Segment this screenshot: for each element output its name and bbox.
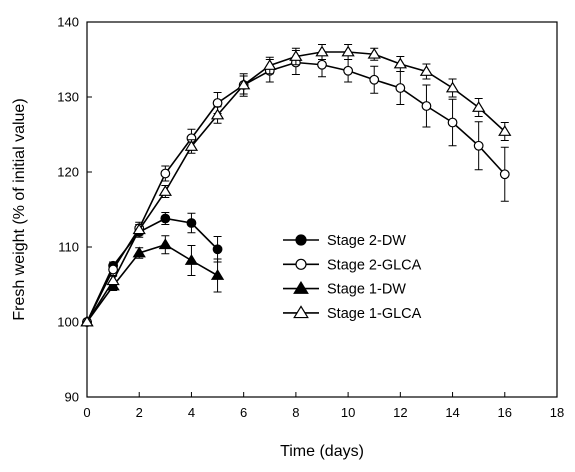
data-point <box>158 185 172 196</box>
data-point <box>445 81 460 93</box>
plot-frame <box>86 21 558 398</box>
legend-item-1: Stage 2-DW <box>283 233 406 249</box>
x-tick-label: 8 <box>292 405 299 420</box>
x-tick-label: 2 <box>136 405 143 420</box>
x-tick-label: 10 <box>341 405 355 420</box>
data-point <box>289 50 303 61</box>
x-tick-label: 4 <box>188 405 195 420</box>
series-3 <box>80 235 225 327</box>
x-tick-label: 0 <box>83 405 90 420</box>
data-point <box>210 108 225 120</box>
legend-item-4: Stage 1-GLCA <box>283 305 422 322</box>
data-point <box>472 101 486 112</box>
y-tick-label: 110 <box>58 240 79 255</box>
data-point <box>132 246 146 258</box>
data-point <box>393 57 407 69</box>
series-4 <box>80 44 512 327</box>
data-point <box>421 101 432 111</box>
data-point <box>160 168 171 179</box>
legend-label: Stage 2-GLCA <box>327 257 422 273</box>
legend: Stage 2-DW Stage 2-GLCA Stage 1-DW Stage 1-… <box>283 233 422 322</box>
data-point <box>106 274 120 286</box>
series-line <box>86 217 219 323</box>
data-point <box>210 269 225 280</box>
x-tick-label: 14 <box>445 405 459 420</box>
data-point <box>317 59 327 70</box>
data-point <box>419 65 434 76</box>
series-2 <box>82 50 510 327</box>
legend-marker <box>295 234 307 246</box>
x-tick-label: 6 <box>240 405 247 420</box>
y-axis-title: Fresh weight (% of initial value) <box>11 98 28 320</box>
y-tick-label: 130 <box>57 90 79 105</box>
data-point <box>498 125 512 136</box>
legend-marker <box>295 258 307 270</box>
data-point <box>80 315 94 327</box>
x-tick-label: 16 <box>498 405 512 420</box>
series-line <box>86 51 506 323</box>
y-tick-label: 120 <box>57 165 79 180</box>
legend-item-3: Stage 1-DW <box>283 280 406 298</box>
axes: 0 2 4 6 8 10 12 14 16 18 90 100 110 120 130 140 Time (da… <box>11 15 564 461</box>
y-tick-label: 90 <box>65 390 79 405</box>
data-point <box>132 223 146 235</box>
data-point <box>186 218 197 228</box>
data-point <box>160 213 171 224</box>
series-1 <box>82 212 223 327</box>
legend-label: Stage 1-GLCA <box>327 306 422 322</box>
legend-marker <box>293 280 309 294</box>
data-point <box>184 140 199 151</box>
x-tick-label: 12 <box>393 405 407 420</box>
data-point <box>395 83 406 93</box>
data-point <box>263 59 277 70</box>
series-line <box>86 61 506 323</box>
data-point <box>499 169 510 180</box>
legend-label: Stage 2-DW <box>327 233 406 249</box>
legend-item-2: Stage 2-GLCA <box>283 257 422 273</box>
data-point <box>315 45 329 57</box>
data-point <box>343 65 354 76</box>
data-point <box>237 78 251 90</box>
data-point <box>212 244 223 255</box>
x-axis-title: Time (days) <box>280 443 364 460</box>
data-point <box>158 238 172 250</box>
legend-label: Stage 1-DW <box>327 282 406 298</box>
data-point <box>108 264 119 275</box>
data-point <box>212 98 223 108</box>
data-point <box>369 74 380 85</box>
data-point <box>184 254 199 265</box>
plot-area <box>80 44 512 327</box>
data-point <box>447 117 458 128</box>
data-point <box>367 47 381 59</box>
legend-marker <box>293 305 309 319</box>
y-tick-label: 100 <box>57 315 79 330</box>
y-tick-label: 140 <box>57 15 79 30</box>
x-tick-label: 18 <box>550 405 564 420</box>
data-point <box>473 140 484 151</box>
data-point <box>341 45 355 57</box>
